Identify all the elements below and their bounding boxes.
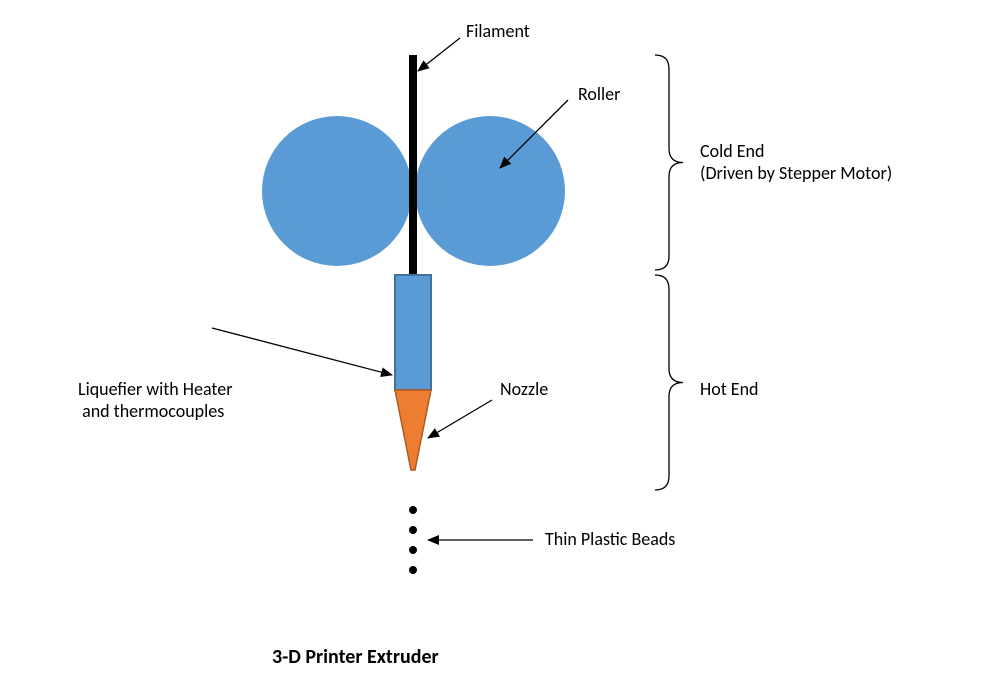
plastic-bead [409, 566, 417, 574]
plastic-bead [409, 546, 417, 554]
arrow-liquefier [212, 328, 392, 375]
label-hot-end: Hot End [700, 378, 759, 400]
brace-hot-end [655, 275, 683, 490]
nozzle-shape [395, 390, 431, 470]
plastic-bead [409, 506, 417, 514]
label-cold-end: Cold End (Driven by Stepper Motor) [700, 140, 892, 184]
label-filament: Filament [466, 20, 530, 42]
roller-left [262, 116, 412, 266]
brace-cold-end [655, 55, 683, 270]
label-beads: Thin Plastic Beads [545, 528, 675, 550]
arrow-nozzle [428, 400, 492, 438]
label-liquefier: Liquefier with Heater and thermocouples [78, 378, 233, 422]
label-nozzle: Nozzle [500, 378, 548, 400]
roller-right [415, 116, 565, 266]
plastic-bead [409, 526, 417, 534]
diagram-canvas [0, 0, 998, 699]
liquefier-shape [395, 275, 431, 390]
arrow-filament [418, 38, 460, 71]
diagram-title: 3-D Printer Extruder [272, 645, 439, 669]
label-roller: Roller [578, 83, 620, 105]
